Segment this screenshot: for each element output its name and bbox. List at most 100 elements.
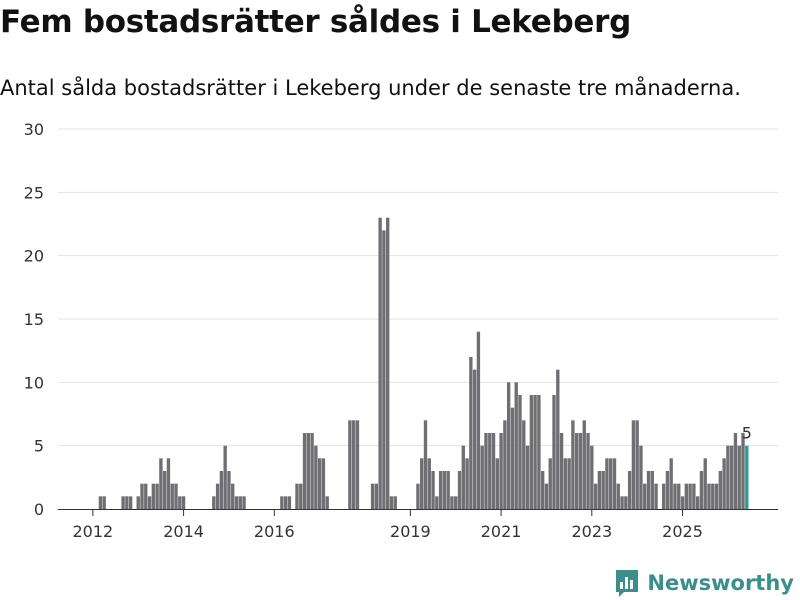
bar: [234, 496, 239, 509]
bar: [609, 458, 613, 509]
bar: [325, 496, 329, 509]
bar: [416, 483, 420, 509]
bar: [559, 433, 564, 509]
bar: [718, 471, 723, 509]
bar: [571, 420, 575, 509]
y-tick-label: 20: [24, 247, 44, 266]
bar: [673, 483, 677, 509]
bar: [601, 471, 605, 509]
bar: [140, 483, 144, 509]
bar: [355, 420, 360, 509]
bar: [389, 496, 394, 509]
x-tick-label: 2012: [72, 522, 113, 541]
y-tick-label: 5: [34, 437, 44, 456]
y-tick-label: 25: [24, 183, 44, 202]
bar: [370, 483, 375, 509]
bar: [386, 217, 390, 510]
y-tick-label: 30: [24, 120, 44, 139]
bar: [484, 433, 488, 509]
bar: [147, 496, 152, 509]
bar: [631, 420, 636, 509]
bar: [442, 471, 447, 509]
bar: [643, 483, 647, 509]
bar: [726, 445, 730, 509]
bar: [730, 445, 734, 509]
bar: [654, 483, 658, 509]
bar: [635, 420, 639, 509]
bar: [567, 458, 571, 509]
bar: [525, 445, 530, 509]
bar: [178, 496, 182, 509]
bar: [121, 496, 125, 509]
bar: [711, 483, 715, 509]
bar: [510, 407, 515, 509]
bar: [102, 496, 106, 509]
bar: [650, 471, 654, 509]
x-tick-label: 2014: [163, 522, 204, 541]
bar: [450, 496, 454, 509]
bar: [374, 483, 379, 509]
bar: [593, 483, 598, 509]
bar: [692, 483, 696, 509]
bar: [616, 483, 620, 509]
bar: [544, 483, 549, 509]
bar: [661, 483, 666, 509]
x-tick-label: 2019: [390, 522, 431, 541]
bar: [707, 483, 711, 509]
bar: [703, 458, 707, 509]
bar: [684, 483, 688, 509]
bar: [590, 445, 594, 509]
newsworthy-logo-icon: [616, 570, 639, 597]
bar: [393, 496, 397, 509]
x-tick-label: 2025: [662, 522, 703, 541]
bar: [476, 331, 481, 509]
bar: [238, 496, 242, 509]
x-tick-label: 2021: [481, 522, 522, 541]
bar: [242, 496, 246, 509]
bar: [586, 433, 590, 509]
bar: [427, 458, 431, 509]
x-tick-label: 2016: [254, 522, 295, 541]
bar: [699, 471, 704, 509]
bar: [128, 496, 133, 509]
bar: [155, 483, 159, 509]
bar: [639, 445, 643, 509]
bar: [435, 496, 439, 509]
bar: [431, 471, 435, 509]
bar: [454, 496, 458, 509]
bar: [537, 395, 541, 509]
bar: [714, 483, 719, 509]
bar: [733, 433, 738, 509]
bar: [552, 395, 556, 509]
bar: [518, 395, 522, 509]
bar: [624, 496, 628, 509]
bar: [680, 496, 685, 509]
bar: [472, 369, 477, 509]
y-tick-label: 10: [24, 373, 44, 392]
bar: [98, 496, 103, 509]
bar: [695, 496, 700, 509]
bar: [287, 496, 292, 509]
bar: [321, 458, 326, 509]
bar: [438, 471, 443, 509]
bar: [522, 420, 526, 509]
x-axis: [58, 509, 778, 516]
bar: [582, 420, 586, 509]
bar: [136, 496, 140, 509]
bar: [514, 382, 518, 509]
bar: [575, 433, 579, 509]
bar: [170, 483, 174, 509]
bar: [125, 496, 129, 509]
bar: [495, 458, 499, 509]
newsworthy-logo-text: Newsworthy: [647, 571, 794, 595]
bar: [556, 369, 560, 509]
bar: [529, 395, 534, 509]
bar: [506, 382, 511, 509]
bar: [722, 458, 726, 509]
bar: [352, 420, 356, 509]
gridlines: [58, 128, 778, 447]
bar: [163, 471, 167, 509]
bar: [420, 458, 424, 509]
bar: [306, 433, 310, 509]
bar: [166, 458, 171, 509]
